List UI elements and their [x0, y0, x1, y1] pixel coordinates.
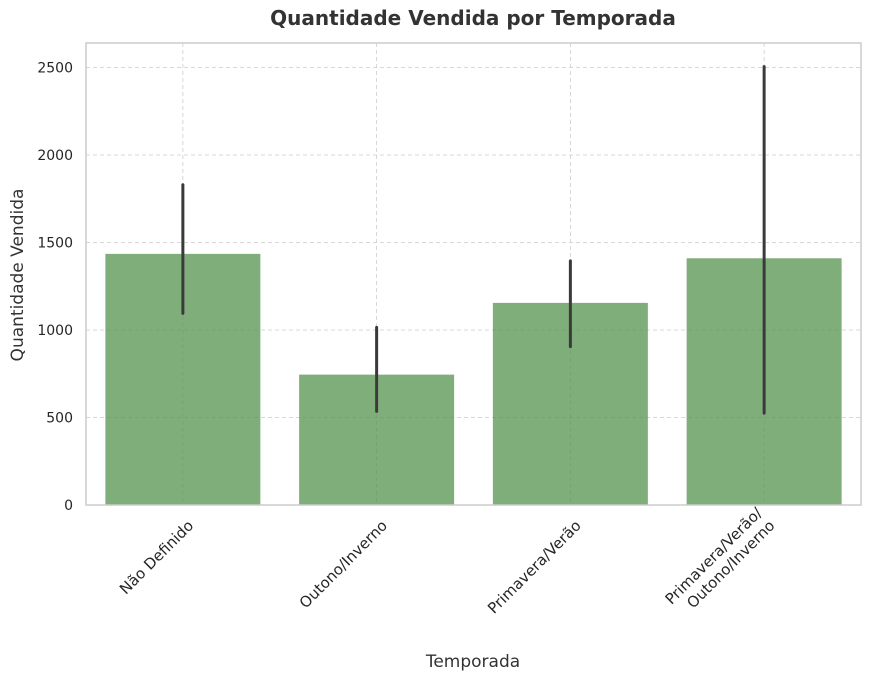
y-tick-label: 2500: [37, 61, 73, 77]
y-tick-label: 0: [64, 498, 73, 514]
svg-text:Primavera/Verão/Outono/Inverno: Primavera/Verão/Outono/Inverno: [662, 503, 780, 621]
x-axis-label: Temporada: [425, 652, 520, 672]
bars: [105, 253, 842, 505]
y-tick-label: 1000: [37, 323, 73, 339]
svg-text:Primavera/Verão: Primavera/Verão: [484, 517, 585, 618]
y-axis-label: Quantidade Vendida: [8, 189, 28, 362]
y-tick-label: 1500: [37, 236, 73, 252]
y-axis-ticks: 0 500 1000 1500 2000 2500: [37, 61, 73, 515]
chart-title: Quantidade Vendida por Temporada: [270, 6, 676, 30]
x-tick-label: Primavera/Verão: [484, 517, 585, 618]
svg-text:Outono/Inverno: Outono/Inverno: [296, 517, 391, 612]
error-bars: [181, 65, 766, 415]
x-tick-label: Não Definido: [116, 517, 197, 598]
x-tick-label: Primavera/Verão/Outono/Inverno: [662, 503, 780, 621]
plot-frame: [85, 42, 862, 506]
x-axis-ticks: Não Definido Outono/Inverno Primavera/Verã…: [116, 503, 780, 621]
y-tick-label: 2000: [37, 148, 73, 164]
x-tick-label: Outono/Inverno: [296, 517, 391, 612]
svg-text:Não Definido: Não Definido: [116, 517, 197, 598]
y-tick-label: 500: [46, 411, 73, 427]
